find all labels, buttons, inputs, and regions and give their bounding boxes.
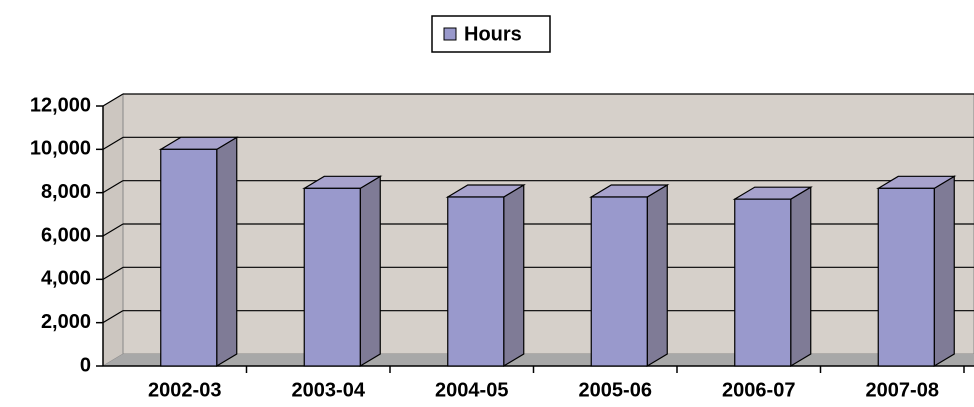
legend-swatch <box>443 27 457 41</box>
y-tick-label: 12,000 <box>30 94 91 116</box>
y-tick-label: 0 <box>80 354 91 376</box>
grid-line <box>102 136 124 150</box>
x-tick-label: 2005-06 <box>579 379 652 401</box>
y-tick-label: 6,000 <box>41 224 91 246</box>
grid-line <box>102 180 124 194</box>
x-tick-label: 2004-05 <box>435 379 508 401</box>
bar <box>160 148 218 367</box>
y-tick-label: 8,000 <box>41 181 91 203</box>
y-tick-label: 2,000 <box>41 311 91 333</box>
x-tick-label: 2007-08 <box>866 379 939 401</box>
bar <box>734 198 792 367</box>
grid-line <box>102 310 124 324</box>
bar <box>590 196 648 367</box>
bar-side <box>933 175 955 368</box>
grid-line <box>102 93 124 107</box>
bar <box>877 187 935 367</box>
bar-side <box>216 136 238 368</box>
bar-side <box>790 186 812 368</box>
bar-side <box>503 183 525 368</box>
x-tick-label: 2003-04 <box>292 379 366 401</box>
grid-line <box>102 223 124 237</box>
y-tick-label: 10,000 <box>30 138 91 160</box>
x-tick-label: 2002-03 <box>148 379 221 401</box>
grid-line <box>102 266 124 280</box>
bar-side <box>646 183 668 368</box>
bar-side <box>359 175 381 368</box>
y-tick-label: 4,000 <box>41 268 91 290</box>
x-tick-label: 2006-07 <box>722 379 795 401</box>
bar <box>447 196 505 367</box>
bar <box>303 187 361 367</box>
legend-label: Hours <box>464 23 522 45</box>
